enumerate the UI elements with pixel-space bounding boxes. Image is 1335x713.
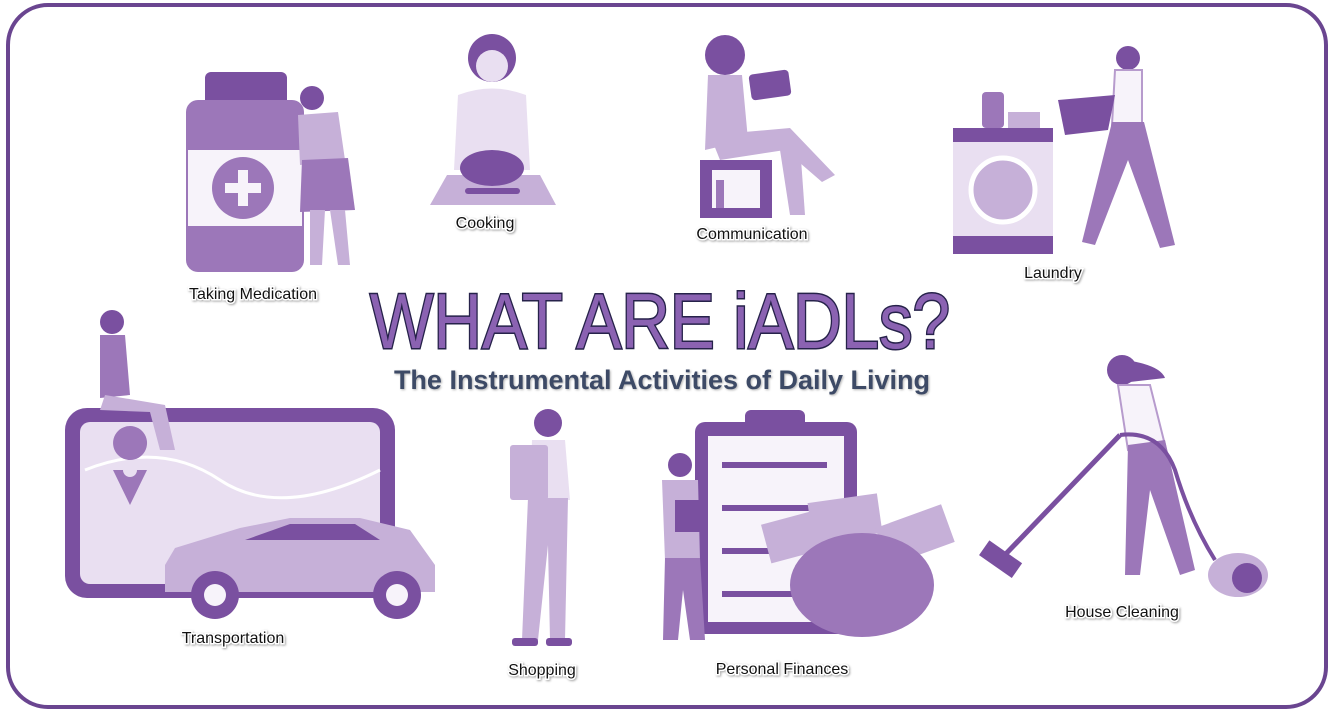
activity-label: Communication	[696, 226, 807, 243]
activity-label: Taking Medication	[189, 286, 317, 303]
activity-label: Shopping	[508, 662, 576, 679]
activity-label: Personal Finances	[716, 661, 849, 678]
title: WHAT ARE iADLs?	[370, 277, 950, 365]
infographic: WHAT ARE iADLs? The Instrumental Activit…	[0, 0, 1335, 713]
activity-label: House Cleaning	[1065, 604, 1179, 621]
activity-label: Cooking	[456, 215, 515, 232]
activity-label: Laundry	[1024, 265, 1082, 282]
subtitle: The Instrumental Activities of Daily Liv…	[394, 365, 930, 395]
activity-label: Transportation	[182, 630, 285, 647]
page: WHAT ARE iADLs? The Instrumental Activit…	[0, 0, 1335, 713]
